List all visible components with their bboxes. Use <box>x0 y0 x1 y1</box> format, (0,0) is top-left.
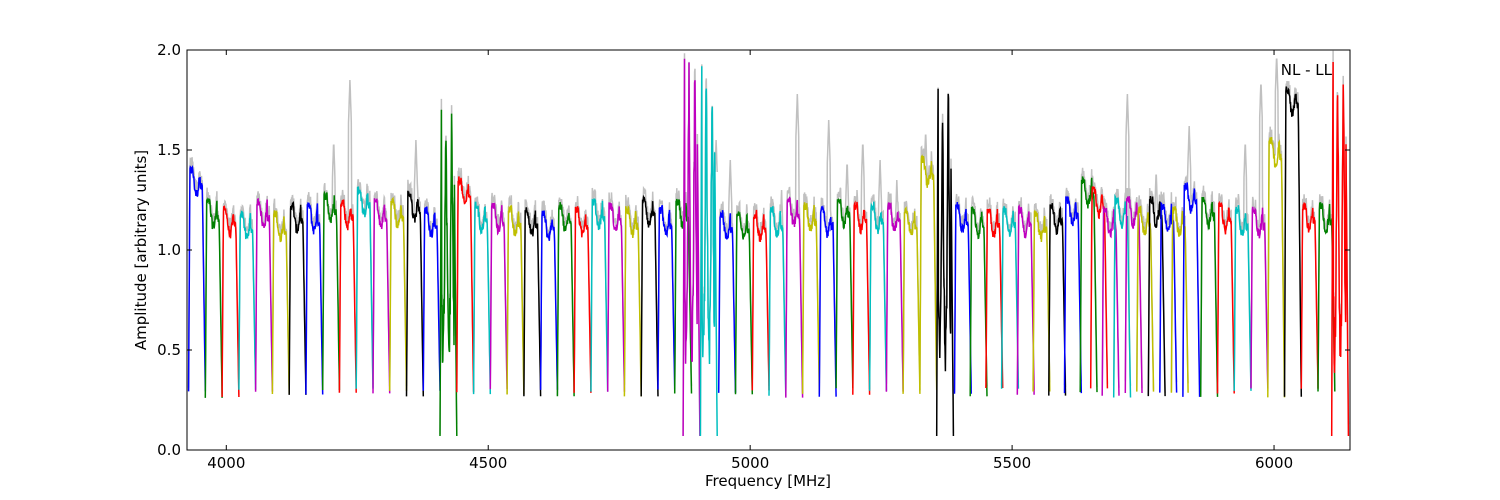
x-tick-label: 6000 <box>1255 454 1293 472</box>
band-series-line <box>1267 136 1286 398</box>
band-series-line <box>456 176 475 393</box>
band-series-line <box>506 205 525 395</box>
band-series-line <box>187 164 207 392</box>
y-tick-label: 1.0 <box>157 241 181 259</box>
band-series-line <box>305 202 324 395</box>
band-series-line <box>1032 209 1051 392</box>
band-series-line <box>902 206 921 394</box>
band-series-line <box>1283 86 1303 397</box>
band-series-line <box>472 201 492 395</box>
band-series-line <box>1136 205 1155 392</box>
band-series-line <box>640 194 659 397</box>
band-series-line <box>1079 176 1098 393</box>
y-tick-label: 1.5 <box>157 141 181 159</box>
band-series-line <box>801 202 821 394</box>
band-series-line <box>1000 205 1020 389</box>
band-series-line <box>751 209 770 391</box>
band-series-line <box>1048 203 1067 396</box>
band-series-line <box>539 210 559 390</box>
band-series-group <box>187 58 1350 437</box>
x-tick-label: 4500 <box>469 454 507 472</box>
band-series-line <box>1101 206 1120 396</box>
band-series-line <box>573 206 592 393</box>
band-series-line <box>657 204 676 390</box>
band-series-line <box>682 58 701 437</box>
band-series-line <box>590 198 609 392</box>
band-series-line <box>405 190 425 397</box>
band-series-line <box>852 200 871 395</box>
band-series-line <box>868 201 888 391</box>
band-series-line <box>271 210 290 395</box>
x-axis-title: Frequency [MHz] <box>705 472 831 490</box>
band-series-line <box>1159 201 1178 393</box>
axis-ticks: 4000 4500 5000 5500 6000 0.0 0.5 1.0 1.5 2.0 <box>157 41 1350 472</box>
band-series-line <box>1216 200 1235 394</box>
y-tick-label: 0.5 <box>157 341 181 359</box>
band-series-line <box>717 210 737 393</box>
band-series-line <box>785 196 804 398</box>
band-series-line <box>1063 195 1083 394</box>
band-series-line <box>953 201 972 394</box>
band-series-line <box>221 204 240 398</box>
band-series-line <box>204 197 223 398</box>
band-series-line <box>355 186 374 389</box>
band-series-line <box>1147 196 1166 397</box>
band-series-line <box>238 210 257 390</box>
band-series-line <box>556 202 575 397</box>
band-series-line <box>1124 196 1143 394</box>
band-series-line <box>919 154 938 391</box>
band-series-line <box>835 198 854 389</box>
band-series-line <box>818 204 837 397</box>
band-series-line <box>321 190 341 391</box>
band-series-line <box>288 200 307 395</box>
band-series-line <box>338 199 357 393</box>
band-series-line <box>1089 185 1109 389</box>
band-series-line <box>523 207 542 397</box>
band-series-line <box>623 205 642 397</box>
band-series-line <box>1199 196 1219 397</box>
y-axis-title: Amplitude [arbitrary units] <box>132 150 150 350</box>
y-tick-label: 2.0 <box>157 41 181 59</box>
band-series-line <box>985 208 1004 389</box>
series-annotation: NL - LL <box>1281 61 1333 79</box>
band-series-line <box>673 198 693 394</box>
band-series-line <box>969 206 988 397</box>
band-series-line <box>1300 202 1319 389</box>
band-series-line <box>1112 193 1132 398</box>
x-tick-label: 5000 <box>731 454 769 472</box>
band-series-line <box>1016 204 1035 395</box>
x-tick-label: 4000 <box>207 454 245 472</box>
x-tick-label: 5500 <box>993 454 1031 472</box>
band-series-line <box>1182 182 1201 397</box>
band-series-line <box>935 88 955 437</box>
band-series-line <box>1170 206 1189 393</box>
band-series-line <box>734 211 754 395</box>
y-tick-label: 0.0 <box>157 441 181 459</box>
band-series-line <box>1330 61 1350 437</box>
band-series-line <box>422 206 441 391</box>
band-series-line <box>885 202 904 392</box>
band-series-line <box>489 202 508 390</box>
band-series-line <box>388 196 408 391</box>
band-series-line <box>1233 205 1252 391</box>
band-series-line <box>1250 206 1269 389</box>
band-series-line <box>606 202 626 392</box>
band-series-line <box>699 66 718 437</box>
band-series-line <box>372 198 391 394</box>
band-series-line <box>768 206 787 396</box>
band-series-line <box>439 109 458 437</box>
band-series-line <box>254 197 274 392</box>
